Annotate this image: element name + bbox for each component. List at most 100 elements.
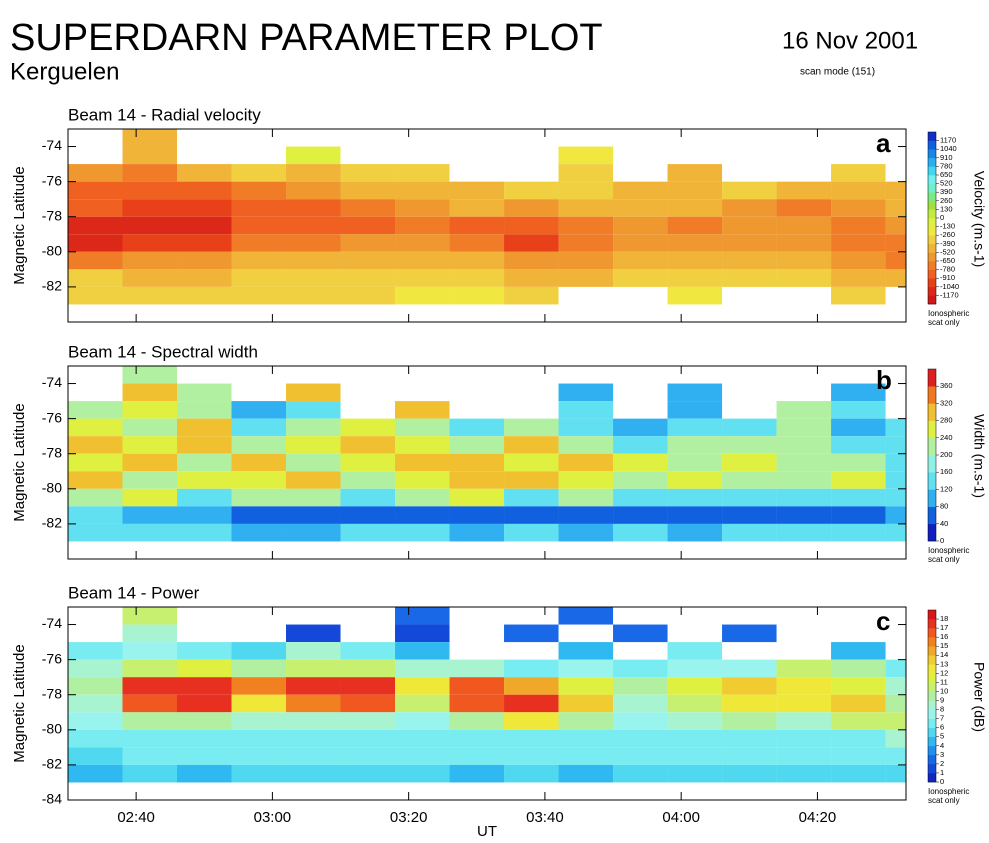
cell	[395, 199, 450, 217]
colorbar-swatch	[928, 218, 936, 227]
colorbar-swatch	[928, 386, 936, 404]
cell	[340, 677, 396, 695]
cell	[722, 624, 777, 643]
colorbar-tick-label: 5	[940, 732, 944, 741]
cell	[831, 506, 886, 524]
cell	[177, 523, 232, 542]
cell	[776, 199, 832, 217]
cell	[722, 436, 777, 454]
cell	[177, 286, 232, 305]
date: 16 Nov 2001	[782, 27, 918, 54]
cell	[722, 234, 777, 252]
cell	[449, 471, 505, 489]
cell	[558, 712, 614, 730]
cell	[831, 216, 886, 235]
colorbar-swatch	[928, 235, 936, 245]
y-tick-label: -82	[42, 278, 62, 294]
page-title: SUPERDARN PARAMETER PLOT	[10, 17, 603, 59]
cell	[504, 747, 559, 765]
colorbar-swatch	[928, 646, 936, 656]
cell	[68, 181, 123, 200]
cell	[286, 523, 341, 542]
cell	[231, 418, 287, 437]
cell	[68, 418, 123, 437]
cell	[776, 453, 832, 472]
colorbar-tick-label: 360	[940, 381, 953, 390]
colorbar-tick-label: -130	[940, 222, 955, 231]
cell	[286, 712, 341, 730]
cell	[722, 199, 777, 217]
cell	[449, 747, 505, 765]
cell	[504, 216, 559, 235]
colorbar-tick-label: 120	[940, 484, 953, 493]
cell	[831, 418, 886, 437]
colorbar-tick-label: 130	[940, 204, 953, 213]
cell	[286, 269, 341, 287]
cell	[286, 506, 341, 524]
cell	[395, 694, 450, 713]
cell	[722, 659, 777, 678]
colorbar-tick-label: 0	[940, 213, 944, 222]
cell	[122, 523, 178, 542]
cell	[395, 286, 450, 305]
cell	[449, 286, 505, 305]
cell	[667, 286, 723, 305]
cell	[286, 418, 341, 437]
cell	[776, 677, 832, 695]
cell	[722, 523, 777, 542]
colorbar-swatch	[928, 369, 936, 387]
cell	[395, 436, 450, 454]
colorbar-tick-label: -910	[940, 273, 955, 282]
cell	[231, 216, 287, 235]
cell	[68, 523, 123, 542]
cell	[340, 729, 396, 748]
cell	[776, 488, 832, 507]
cell	[177, 383, 232, 402]
cell	[122, 488, 178, 507]
cell	[340, 418, 396, 437]
cell	[286, 747, 341, 765]
colorbar-swatch	[928, 157, 936, 167]
cell	[231, 712, 287, 730]
colorbar-tick-label: 1	[940, 768, 944, 777]
cell	[395, 747, 450, 765]
cell	[395, 624, 450, 643]
colorbar-tick-label: 9	[940, 696, 944, 705]
colorbar-swatch	[928, 506, 936, 525]
cell	[776, 659, 832, 678]
cell	[722, 729, 777, 748]
colorbar-tick-label: 650	[940, 170, 953, 179]
cell	[667, 694, 723, 713]
cell	[231, 488, 287, 507]
cell	[558, 523, 614, 542]
cell	[449, 694, 505, 713]
cell	[667, 383, 723, 402]
cell	[613, 181, 668, 200]
cell	[831, 764, 886, 783]
y-tick-label: -74	[42, 615, 62, 631]
plot-frame	[67, 128, 907, 323]
cell	[68, 453, 123, 472]
y-tick-label: -78	[42, 444, 62, 460]
cell	[885, 659, 906, 678]
cell	[558, 607, 614, 625]
cell	[122, 506, 178, 524]
cell	[68, 164, 123, 182]
cell	[504, 712, 559, 730]
cell	[231, 642, 287, 660]
cell	[449, 729, 505, 748]
colorbar-tick-label: 160	[940, 467, 953, 476]
colorbar-tick-label: -520	[940, 247, 955, 256]
cell	[340, 453, 396, 472]
cell	[613, 269, 668, 287]
cell	[231, 286, 287, 305]
cell	[177, 418, 232, 437]
colorbar-swatch	[928, 261, 936, 270]
cell	[504, 488, 559, 507]
cell	[831, 471, 886, 489]
colorbar-tick-label: 13	[940, 659, 948, 668]
cell	[722, 694, 777, 713]
cell	[667, 453, 723, 472]
cell	[667, 418, 723, 437]
colorbar-note: Ionospheric	[928, 787, 969, 796]
